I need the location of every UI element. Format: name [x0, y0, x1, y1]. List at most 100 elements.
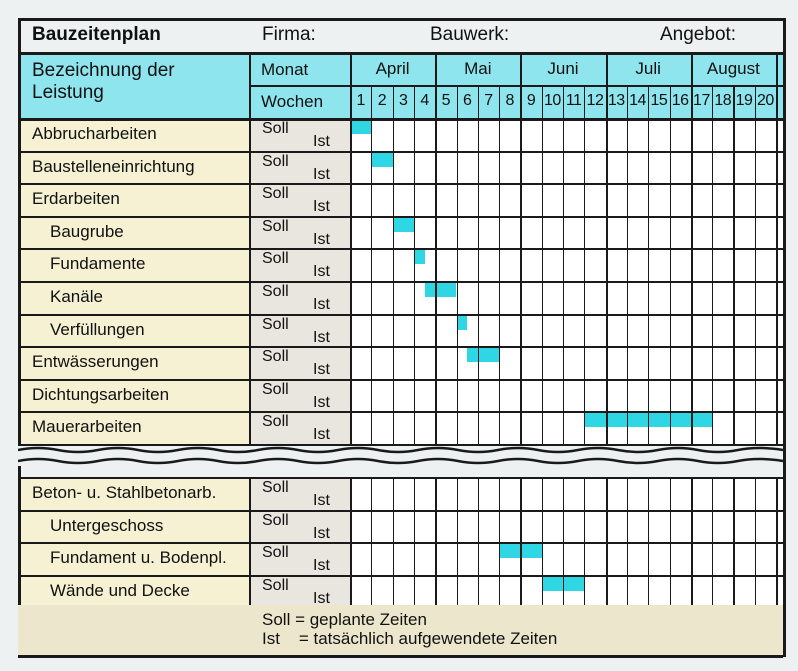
week-11: 11 [565, 92, 582, 109]
soll-ist-cell [249, 281, 350, 314]
v-line [776, 52, 778, 446]
task-name: Entwässerungen [32, 352, 159, 372]
soll-ist-cell [249, 183, 350, 216]
task-label-cell [18, 118, 249, 151]
soll-bar [467, 347, 500, 363]
soll-ist-cell [249, 248, 350, 281]
task-label-cell [18, 378, 249, 412]
task-name: Mauerarbeiten [32, 417, 142, 437]
task-name: Baugrube [50, 221, 124, 241]
monat-label: Monat [261, 60, 309, 79]
legend-box [18, 605, 783, 655]
soll-ist-cell [249, 313, 350, 347]
v-line [392, 477, 394, 605]
v-line [626, 477, 629, 605]
v-line [754, 85, 756, 446]
break-marker [18, 446, 783, 465]
ist-label: Ist [313, 393, 330, 411]
week-cells [350, 346, 783, 379]
soll-ist-cell [249, 509, 350, 543]
ist-label: Ist [313, 230, 330, 248]
v-line [669, 477, 671, 605]
soll-bar [541, 575, 585, 591]
title-row [18, 18, 783, 52]
soll-label: Soll [262, 315, 289, 333]
task-label-cell [18, 509, 249, 543]
v-line [456, 477, 458, 605]
v-line [669, 85, 671, 446]
soll-label: Soll [262, 152, 289, 170]
v-line [690, 477, 693, 605]
row-line [18, 215, 783, 218]
soll-bar [350, 119, 372, 134]
week-16: 16 [671, 92, 689, 109]
soll-ist-cell [249, 378, 350, 412]
week-4: 4 [420, 92, 429, 109]
week-cells [350, 542, 783, 575]
bezeichnung-label-1: Bezeichnung der [32, 60, 175, 81]
plan-title: Bauzeitenplan [32, 24, 161, 45]
v-line [541, 85, 543, 446]
month-april: April [375, 59, 410, 78]
task-label-cell [18, 150, 249, 184]
task-label-cell [18, 346, 249, 379]
soll-bar [424, 282, 457, 297]
soll-label: Soll [262, 283, 289, 300]
v-line [520, 52, 523, 446]
week-cells [350, 183, 783, 216]
soll-bar [456, 314, 468, 330]
week-15: 15 [650, 92, 668, 109]
v-line [392, 85, 394, 446]
week-13: 13 [607, 92, 625, 109]
task-label-cell [18, 248, 249, 281]
week-cells [350, 281, 783, 314]
soll-ist-cell [249, 215, 350, 249]
row-line [18, 183, 783, 186]
task-label-cell [18, 183, 249, 216]
bezeichnung-label-2: Leistung [32, 82, 104, 103]
row-line [18, 509, 783, 512]
ist-label: Ist [313, 557, 330, 575]
task-label-cell [18, 281, 249, 314]
ist-label: Ist [313, 524, 330, 542]
row-line [18, 313, 783, 316]
task-label-cell [18, 411, 249, 444]
week-17: 17 [693, 92, 710, 109]
soll-label: Soll [262, 185, 289, 203]
v-line [648, 477, 650, 605]
v-line [435, 477, 438, 605]
task-label-cell [18, 313, 249, 347]
soll-ist-cell [249, 118, 350, 151]
row-line [18, 378, 783, 381]
v-line [477, 85, 479, 446]
v-line [605, 477, 608, 605]
soll-label: Soll [262, 120, 289, 137]
week-7: 7 [484, 92, 493, 109]
ist-label: Ist [313, 328, 330, 346]
task-name: Fundamente [50, 254, 146, 274]
legend-ist: Ist = tatsächlich aufgewendete Zeiten [262, 629, 558, 648]
ist-label: Ist [313, 296, 330, 313]
ist-label: Ist [313, 263, 330, 281]
h-line [18, 477, 783, 479]
v-line [413, 477, 416, 605]
v-line [733, 477, 735, 605]
v-line [499, 85, 501, 446]
week-cells [350, 378, 783, 412]
h-line [18, 52, 783, 55]
wochen-label: Wochen [261, 92, 324, 111]
row-line [18, 281, 783, 283]
soll-label: Soll [262, 544, 289, 562]
row-line [18, 542, 783, 545]
soll-label: Soll [262, 413, 289, 431]
h-line [18, 118, 783, 121]
v-line [350, 52, 352, 446]
break-band [18, 446, 783, 466]
v-line [371, 85, 373, 446]
ist-label: Ist [313, 133, 330, 150]
row-line [18, 248, 783, 251]
task-name: Baustelleneinrichtung [32, 156, 195, 176]
task-name: Abbrucharbeiten [32, 124, 157, 143]
v-line [584, 85, 586, 446]
